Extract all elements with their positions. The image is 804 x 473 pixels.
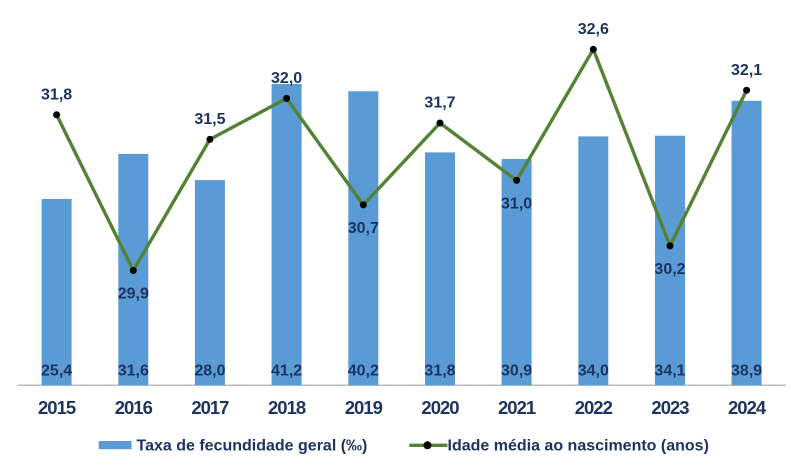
svg-text:30,7: 30,7 bbox=[348, 220, 379, 237]
svg-text:40,2: 40,2 bbox=[348, 362, 379, 379]
svg-text:31,7: 31,7 bbox=[424, 95, 455, 112]
svg-text:32,1: 32,1 bbox=[731, 62, 762, 79]
svg-text:2021: 2021 bbox=[498, 397, 536, 418]
svg-text:30,2: 30,2 bbox=[654, 261, 685, 278]
svg-text:31,8: 31,8 bbox=[41, 87, 72, 104]
svg-text:2019: 2019 bbox=[345, 397, 383, 418]
svg-text:2020: 2020 bbox=[421, 397, 459, 418]
svg-text:32,6: 32,6 bbox=[578, 21, 609, 38]
svg-text:2017: 2017 bbox=[191, 397, 229, 418]
svg-text:34,0: 34,0 bbox=[578, 362, 609, 379]
svg-text:31,6: 31,6 bbox=[118, 362, 149, 379]
svg-text:41,2: 41,2 bbox=[271, 362, 302, 379]
svg-text:Idade média ao nascimento (ano: Idade média ao nascimento (anos) bbox=[448, 437, 709, 454]
svg-text:2024: 2024 bbox=[728, 397, 767, 418]
svg-text:25,4: 25,4 bbox=[41, 362, 72, 379]
svg-text:32,0: 32,0 bbox=[271, 70, 302, 87]
svg-text:38,9: 38,9 bbox=[731, 362, 762, 379]
svg-text:2015: 2015 bbox=[38, 397, 76, 418]
svg-text:28,0: 28,0 bbox=[194, 362, 225, 379]
svg-text:31,0: 31,0 bbox=[501, 196, 532, 213]
svg-text:2023: 2023 bbox=[651, 397, 689, 418]
svg-text:30,9: 30,9 bbox=[501, 362, 532, 379]
svg-text:2016: 2016 bbox=[115, 397, 153, 418]
svg-text:Taxa de fecundidade geral (‰): Taxa de fecundidade geral (‰) bbox=[137, 437, 368, 454]
svg-text:34,1: 34,1 bbox=[654, 362, 685, 379]
svg-text:31,8: 31,8 bbox=[424, 362, 455, 379]
svg-text:31,5: 31,5 bbox=[194, 111, 225, 128]
svg-text:29,9: 29,9 bbox=[118, 286, 149, 303]
svg-text:2022: 2022 bbox=[575, 397, 613, 418]
svg-text:2018: 2018 bbox=[268, 397, 306, 418]
